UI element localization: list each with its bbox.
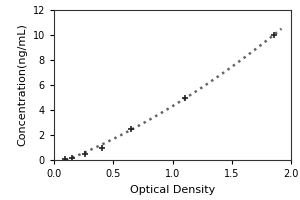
X-axis label: Optical Density: Optical Density (130, 185, 215, 195)
Y-axis label: Concentration(ng/mL): Concentration(ng/mL) (17, 24, 27, 146)
